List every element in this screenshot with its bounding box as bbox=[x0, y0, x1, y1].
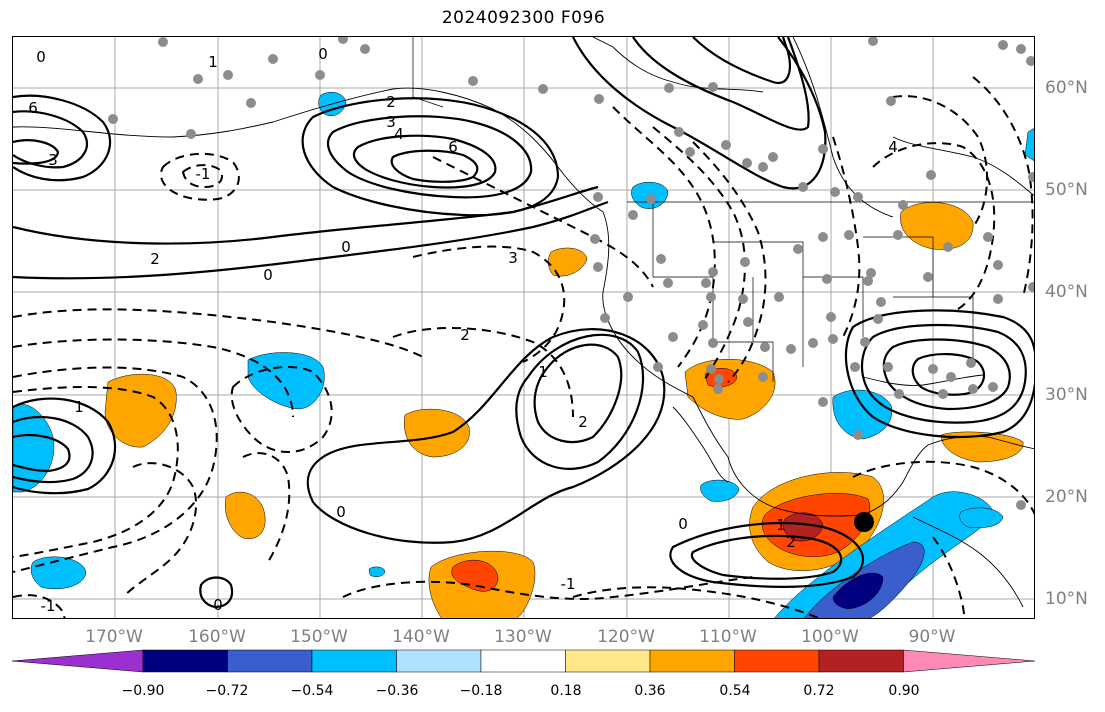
contour-label: 3 bbox=[386, 113, 396, 131]
contours-solid bbox=[13, 37, 1034, 609]
coastlines bbox=[13, 37, 1034, 608]
contours-dashed bbox=[13, 76, 1034, 618]
lon-label: 110°W bbox=[699, 627, 757, 647]
lon-label: 130°W bbox=[494, 627, 552, 647]
colorbar-tick: −0.72 bbox=[205, 683, 249, 699]
contour-label: -1 bbox=[41, 597, 56, 615]
contour-label: -1 bbox=[561, 575, 576, 593]
contour-label: 0 bbox=[336, 503, 346, 521]
contour-label: 0 bbox=[678, 515, 688, 533]
colorbar-tick: 0.18 bbox=[550, 683, 582, 699]
colorbar-segment bbox=[396, 649, 482, 673]
colorbar-segment bbox=[480, 649, 566, 673]
lat-label: 50°N bbox=[1045, 180, 1088, 200]
lon-label: 160°W bbox=[188, 627, 246, 647]
colorbar-tick: 0.36 bbox=[634, 683, 666, 699]
lon-label: 100°W bbox=[801, 627, 859, 647]
colorbar-tick: −0.36 bbox=[375, 683, 419, 699]
contour-label: 3 bbox=[508, 249, 518, 267]
colorbar-tick: −0.18 bbox=[459, 683, 503, 699]
colorbar-extend-high bbox=[903, 649, 1036, 673]
contour-label: 0 bbox=[318, 45, 328, 63]
colorbar-tick: 0.90 bbox=[888, 683, 920, 699]
anomaly-blob-orange-southeast bbox=[940, 431, 1024, 463]
shaded-anomalies bbox=[13, 92, 1034, 618]
contour-label: 1 bbox=[538, 363, 548, 381]
anomaly-blob-orange-baja bbox=[548, 247, 588, 277]
lon-label: 120°W bbox=[597, 627, 655, 647]
storm-marker bbox=[854, 512, 874, 532]
anomaly-blob-orange-170w bbox=[104, 373, 177, 448]
contour-label: 1 bbox=[776, 516, 786, 534]
contour-label: 2 bbox=[460, 326, 470, 344]
anomaly-blob-blue-eastern-edge bbox=[1024, 127, 1034, 162]
anomaly-blob-orange-great-lakes bbox=[900, 202, 974, 250]
contour-label: 2 bbox=[578, 413, 588, 431]
colorbar-extend-low bbox=[11, 649, 144, 673]
lon-label: 90°W bbox=[908, 627, 956, 647]
lat-label: 60°N bbox=[1045, 78, 1088, 98]
colorbar-tick: 0.72 bbox=[803, 683, 835, 699]
contour-label: 0 bbox=[36, 48, 46, 66]
contour-label: 1 bbox=[208, 53, 218, 71]
contour-label: 0 bbox=[341, 238, 351, 256]
colorbar bbox=[11, 649, 1036, 673]
anomaly-blob-blue-174w bbox=[30, 556, 87, 590]
contour-label: 4 bbox=[888, 138, 898, 156]
station-dots bbox=[108, 37, 1034, 510]
contour-label: 6 bbox=[28, 99, 38, 117]
anomaly-blob-orange-158w bbox=[225, 491, 266, 540]
contour-label: 2 bbox=[150, 250, 160, 268]
contour-label: 0 bbox=[213, 596, 223, 614]
anomaly-blob-orange-137w bbox=[403, 408, 470, 458]
colorbar-segment bbox=[649, 649, 735, 673]
lon-label: 150°W bbox=[290, 627, 348, 647]
colorbar-segment bbox=[227, 649, 313, 673]
contour-label: 2 bbox=[786, 533, 796, 551]
colorbar-segment bbox=[565, 649, 651, 673]
colorbar-segment bbox=[818, 649, 904, 673]
anomaly-blob-blue-gulf-mexico bbox=[832, 389, 893, 440]
contour-label: 2 bbox=[386, 93, 396, 111]
lat-label: 10°N bbox=[1045, 589, 1088, 609]
colorbar-segment bbox=[311, 649, 397, 673]
lon-label: 170°W bbox=[85, 627, 143, 647]
colorbar-tick: 0.54 bbox=[719, 683, 751, 699]
lon-label: 140°W bbox=[392, 627, 450, 647]
map-panel: 0 1 2 3 4 6 0 0 2 3 4 6 0 3 2 1 -1 0 -1 … bbox=[12, 36, 1035, 619]
colorbar-tick: −0.90 bbox=[121, 683, 165, 699]
anomaly-blob-blue-mexico-small bbox=[700, 479, 740, 502]
contour-label: -1 bbox=[196, 165, 211, 183]
contour-label: 0 bbox=[263, 266, 273, 284]
anomaly-blob-orange-gulf-ca bbox=[684, 359, 776, 420]
contour-labels: 0 1 2 3 4 6 0 0 2 3 4 6 0 3 2 1 -1 0 -1 … bbox=[28, 45, 898, 615]
anomaly-blob-blue-caribbean bbox=[959, 507, 1004, 528]
colorbar-segment bbox=[734, 649, 820, 673]
anomaly-blob-small-blue bbox=[368, 566, 386, 577]
lat-label: 30°N bbox=[1045, 385, 1088, 405]
contour-label: 6 bbox=[448, 138, 458, 156]
lat-label: 40°N bbox=[1045, 282, 1088, 302]
chart-title: 2024092300 F096 bbox=[441, 8, 606, 28]
colorbar-tick: −0.54 bbox=[290, 683, 334, 699]
contour-label: 4 bbox=[394, 125, 404, 143]
colorbar-segment bbox=[142, 649, 228, 673]
anomaly-blob-navy-central-america bbox=[832, 572, 884, 610]
contour-label: 3 bbox=[48, 151, 58, 169]
contour-label: 1 bbox=[74, 398, 84, 416]
anomaly-blob-blue-152w bbox=[247, 352, 325, 410]
lat-label: 20°N bbox=[1045, 487, 1088, 507]
